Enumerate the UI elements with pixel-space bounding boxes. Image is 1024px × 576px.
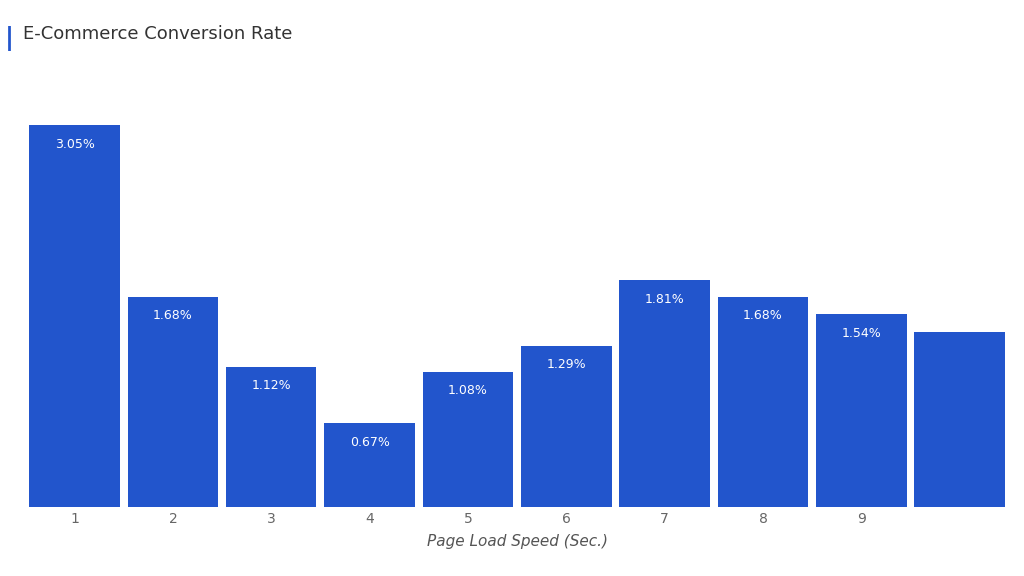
Text: 1.68%: 1.68% (743, 309, 783, 322)
Text: 1.81%: 1.81% (645, 293, 684, 306)
Bar (128, 297, 218, 507)
Bar (30, 126, 120, 507)
Bar (914, 332, 1005, 507)
Bar (226, 367, 316, 507)
Text: 1.08%: 1.08% (449, 384, 487, 397)
Text: 1.54%: 1.54% (842, 327, 882, 340)
Text: E-Commerce Conversion Rate: E-Commerce Conversion Rate (23, 25, 292, 43)
X-axis label: Page Load Speed (Sec.): Page Load Speed (Sec.) (427, 534, 607, 549)
Bar (816, 314, 906, 507)
Bar (620, 281, 710, 507)
Text: 1.68%: 1.68% (153, 309, 193, 322)
Bar (423, 372, 513, 507)
Text: 1.12%: 1.12% (252, 380, 291, 392)
Bar (718, 297, 808, 507)
Text: 1.29%: 1.29% (547, 358, 586, 371)
Text: 3.05%: 3.05% (54, 138, 94, 151)
Text: |: | (5, 26, 14, 51)
Text: 0.67%: 0.67% (349, 435, 389, 449)
Bar (325, 423, 415, 507)
Bar (521, 346, 611, 507)
